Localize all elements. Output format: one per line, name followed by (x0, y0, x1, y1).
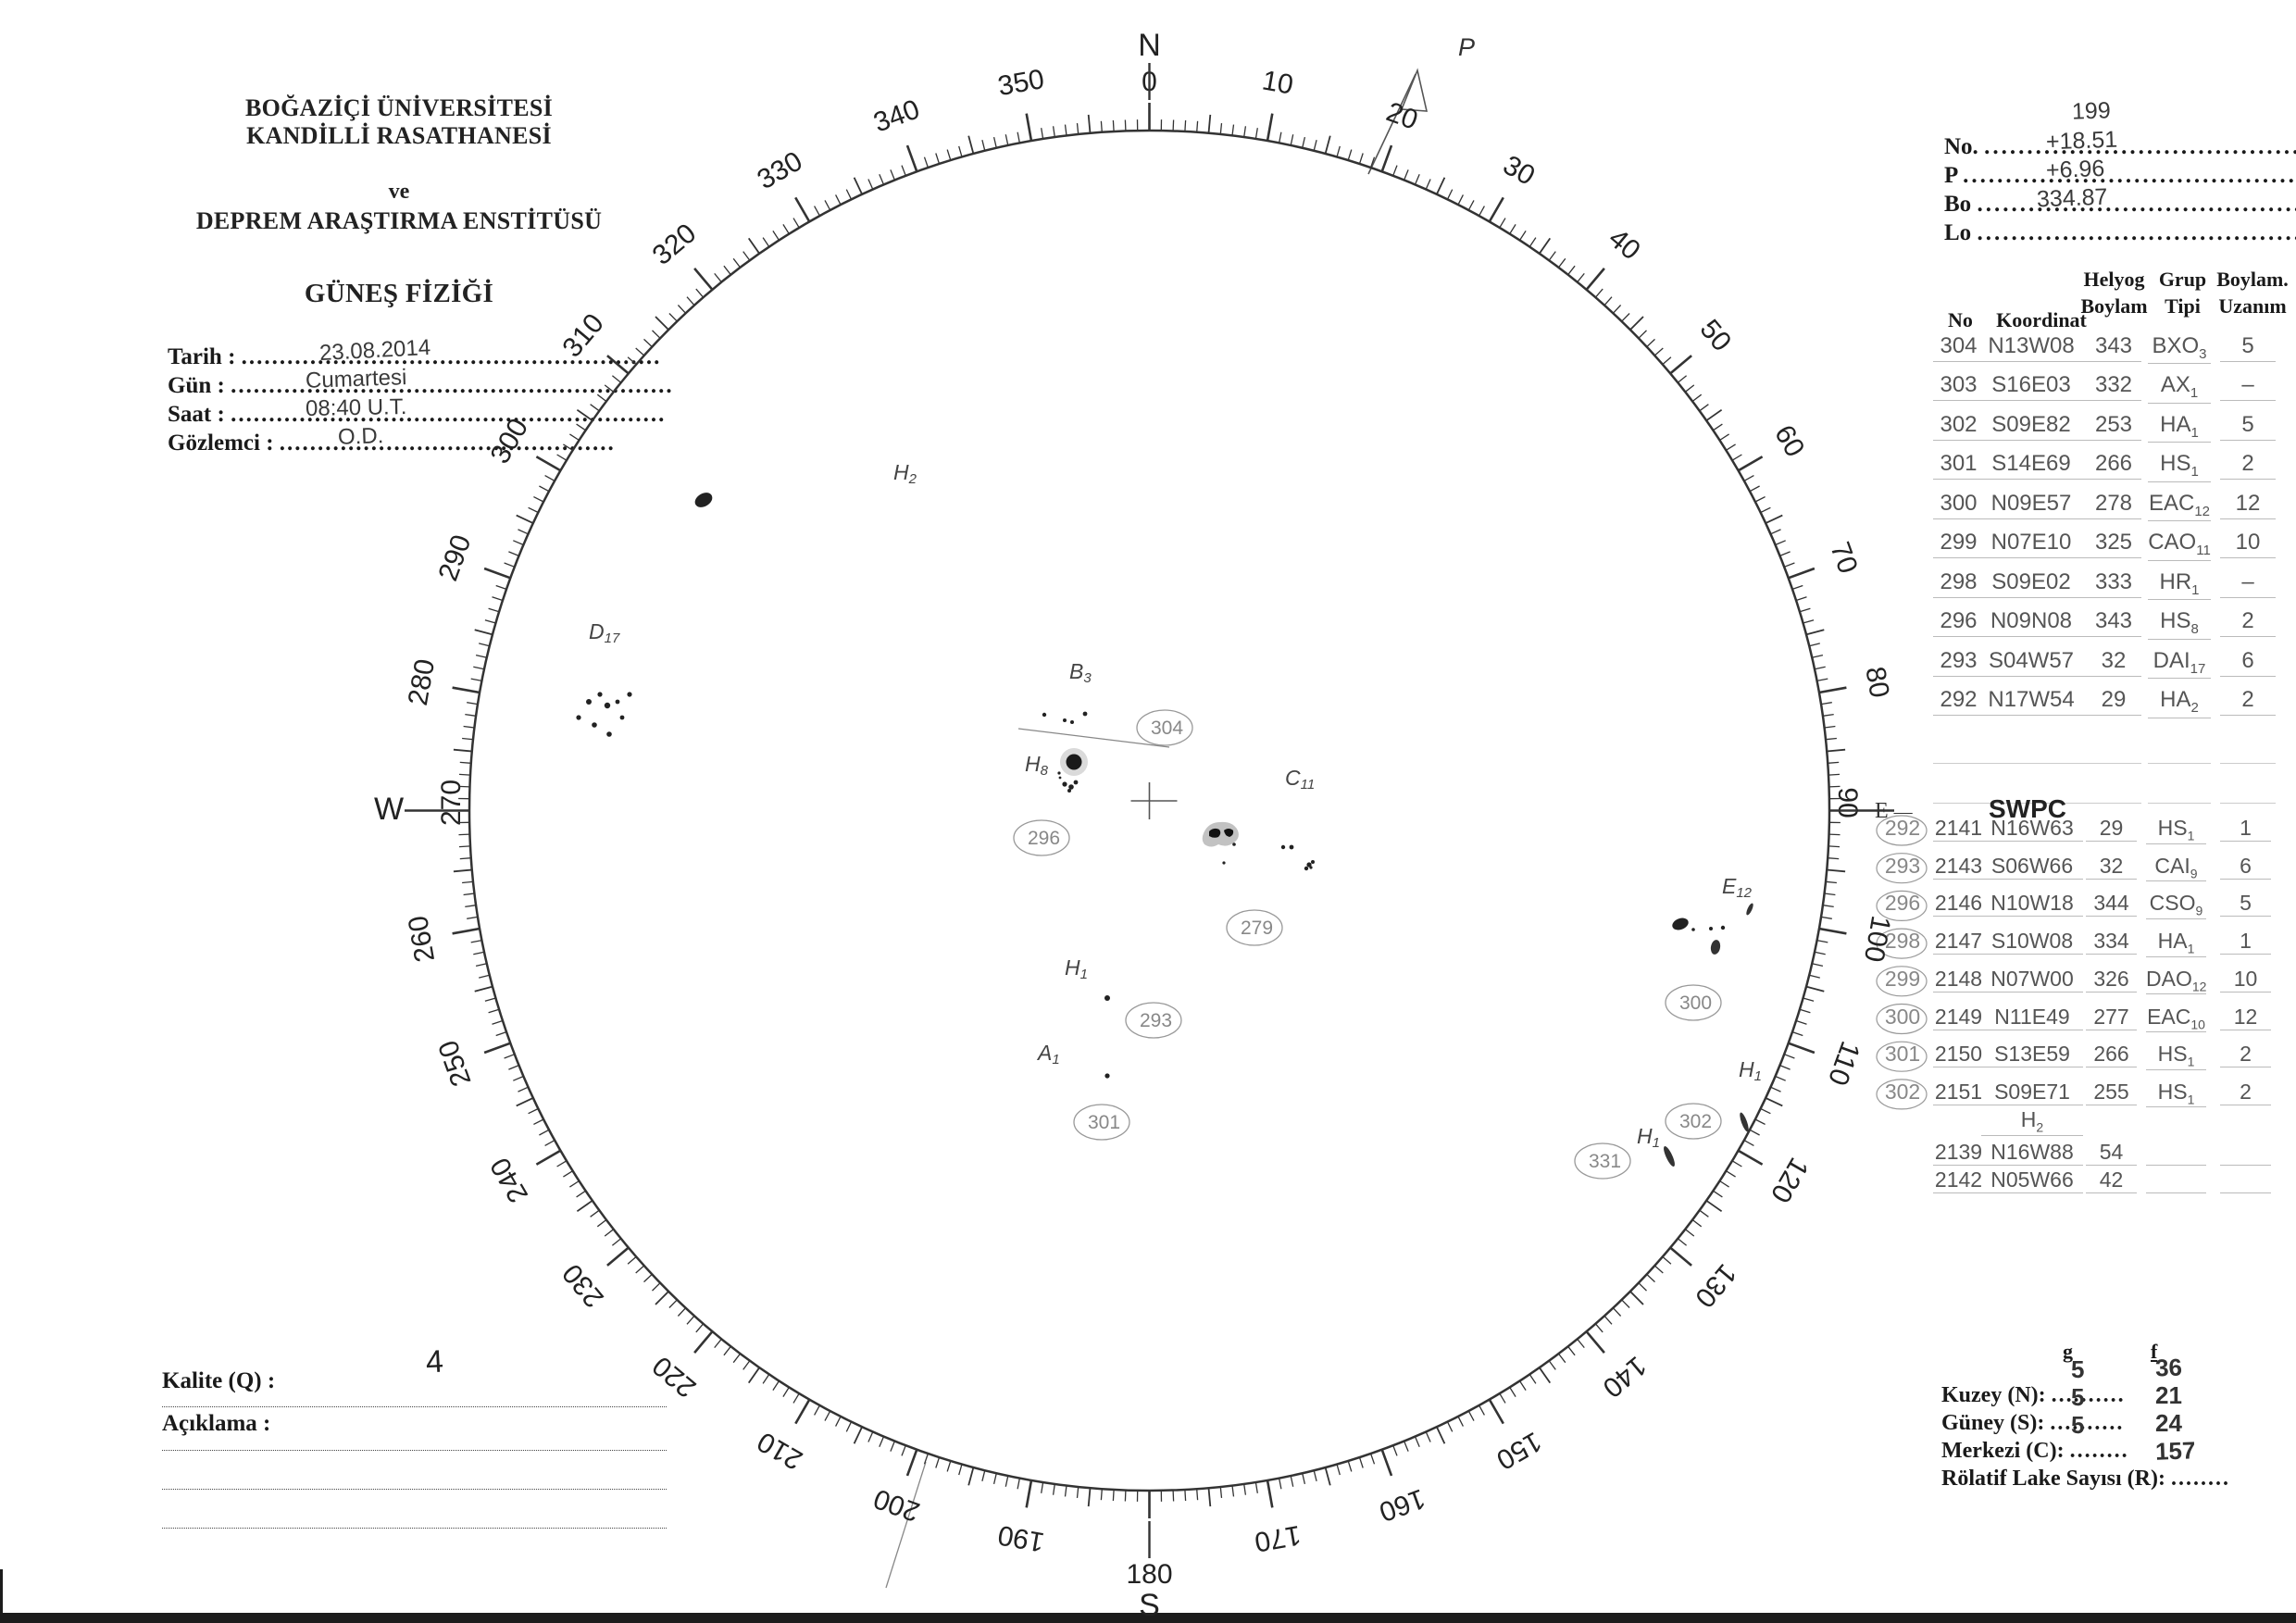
svg-text:190: 190 (995, 1519, 1046, 1557)
svg-text:210: 210 (753, 1426, 808, 1476)
svg-text:70: 70 (1824, 538, 1863, 578)
svg-text:N: N (1138, 28, 1161, 63)
svg-text:300: 300 (485, 413, 535, 468)
svg-text:200: 200 (869, 1482, 923, 1527)
svg-text:310: 310 (556, 308, 609, 364)
svg-text:150: 150 (1491, 1426, 1547, 1476)
svg-text:80: 80 (1859, 665, 1894, 701)
svg-text:170: 170 (1253, 1519, 1304, 1557)
svg-text:D17: D17 (589, 619, 620, 646)
svg-text:50: 50 (1694, 314, 1738, 357)
svg-text:H8: H8 (1025, 752, 1049, 779)
svg-text:C11: C11 (1285, 766, 1315, 793)
svg-text:H1: H1 (1065, 955, 1088, 982)
svg-text:340: 340 (869, 94, 923, 138)
svg-text:B3: B3 (1069, 659, 1092, 686)
svg-text:30: 30 (1498, 150, 1540, 192)
svg-text:130: 130 (1689, 1258, 1741, 1314)
svg-text:W: W (374, 792, 404, 827)
svg-text:60: 60 (1768, 420, 1810, 462)
svg-text:304: 304 (1151, 718, 1183, 739)
svg-text:250: 250 (432, 1036, 477, 1090)
svg-text:279: 279 (1241, 918, 1273, 939)
svg-text:S: S (1139, 1588, 1160, 1623)
svg-text:331: 331 (1589, 1151, 1621, 1172)
svg-text:330: 330 (752, 146, 807, 196)
svg-text:A1: A1 (1036, 1041, 1060, 1067)
svg-text:20: 20 (1382, 96, 1422, 135)
svg-text:260: 260 (403, 914, 441, 965)
svg-text:160: 160 (1375, 1482, 1429, 1527)
svg-text:280: 280 (403, 656, 441, 707)
svg-text:90: 90 (1832, 787, 1863, 818)
svg-text:120: 120 (1765, 1153, 1815, 1208)
svg-text:110: 110 (1822, 1037, 1866, 1089)
svg-text:293: 293 (1140, 1010, 1172, 1031)
svg-text:H1: H1 (1637, 1124, 1660, 1151)
svg-text:220: 220 (647, 1350, 703, 1403)
svg-text:302: 302 (1679, 1111, 1712, 1132)
svg-text:296: 296 (1028, 828, 1060, 849)
svg-text:10: 10 (1260, 65, 1296, 100)
svg-text:350: 350 (995, 64, 1046, 102)
svg-text:H1: H1 (1739, 1057, 1762, 1084)
svg-text:230: 230 (556, 1258, 609, 1314)
svg-text:240: 240 (485, 1153, 535, 1208)
svg-text:140: 140 (1597, 1350, 1653, 1403)
svg-text:301: 301 (1088, 1112, 1120, 1133)
svg-text:300: 300 (1679, 993, 1712, 1014)
svg-text:320: 320 (647, 218, 703, 270)
svg-text:E12: E12 (1722, 874, 1753, 901)
svg-text:40: 40 (1603, 223, 1646, 267)
svg-text:180: 180 (1126, 1559, 1172, 1590)
svg-text:H2: H2 (893, 460, 917, 487)
svg-text:290: 290 (432, 531, 477, 584)
svg-text:P: P (1458, 33, 1475, 61)
